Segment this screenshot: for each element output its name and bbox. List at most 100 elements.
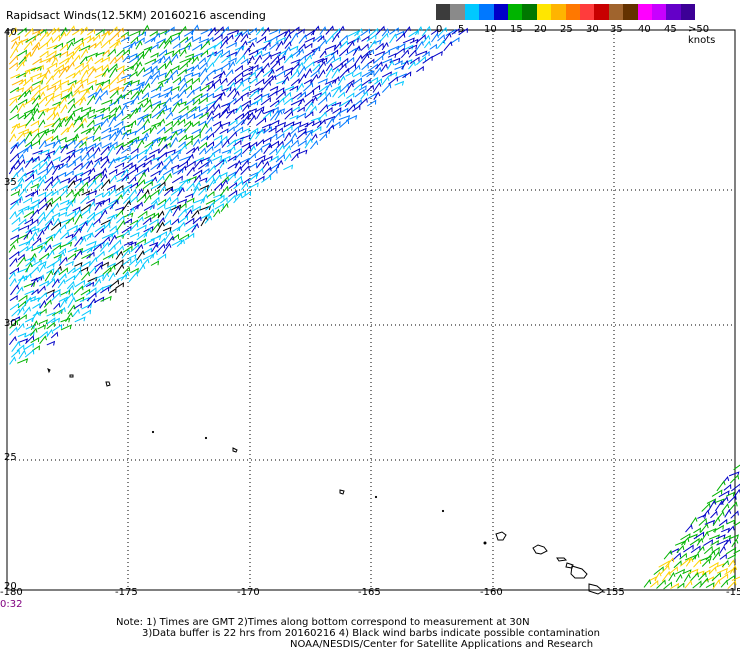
wind-barb [240,58,249,65]
wind-barb [39,156,50,164]
wind-barb [297,149,308,155]
wind-barb [128,167,139,175]
wind-barb [22,144,33,154]
wind-barb [107,184,116,191]
wind-barb [136,81,145,87]
wind-barb [710,510,718,519]
wind-barb [18,218,27,226]
wind-barb [137,97,149,105]
wind-barb [143,47,152,57]
wind-barb [79,56,88,65]
wind-barb [116,34,125,42]
wind-barb [211,112,221,120]
wind-barb [375,42,384,51]
wind-barb [296,91,307,100]
wind-barb [712,524,724,533]
island [105,381,111,387]
lon-label: -160 [480,587,503,598]
wind-barb [177,144,187,155]
wind-barb [67,103,76,114]
wind-barb [86,232,94,240]
wind-barb [283,144,292,155]
note-line-1: Note: 1) Times are GMT 2)Times along bot… [116,617,530,628]
wind-barb [53,42,64,50]
wind-barb [716,567,728,574]
wind-barb [136,231,147,241]
wind-barb [319,26,327,35]
wind-barb [53,64,64,72]
wind-barb [37,167,49,176]
wind-barb [269,163,280,171]
wind-barb [156,151,167,161]
wind-barb [121,173,129,182]
wind-barb [85,159,94,169]
wind-barb [9,335,17,346]
wind-barb [74,139,83,149]
wind-barb [149,124,157,134]
wind-barb [281,75,290,85]
wind-barb [64,170,74,177]
wind-barb [671,552,682,562]
wind-barb [304,61,315,70]
wind-barb [30,102,40,113]
wind-barb [171,149,182,156]
wind-barb [116,215,125,224]
wind-barb [79,181,89,191]
wind-barb [218,108,229,119]
wind-barb [275,159,284,170]
wind-barb [122,123,134,129]
wind-barb [144,36,156,44]
wind-barb [198,177,208,183]
wind-barb [17,306,25,316]
wind-barb [72,155,82,163]
wind-barb [108,250,118,259]
wind-barb [723,538,732,546]
wind-barb [100,173,108,182]
wind-barb [261,93,270,98]
wind-barb [151,103,161,113]
wind-barb [121,229,130,238]
wind-barb [51,27,60,35]
wind-barb [704,519,716,525]
wind-barb [240,40,248,49]
wind-barb [648,576,657,582]
island [483,541,487,545]
wind-barb [157,253,167,261]
wind-barb [134,201,143,210]
wind-barb [366,58,375,66]
wind-barb [373,91,381,100]
lon-label: -175 [115,587,138,598]
wind-barb [316,119,326,128]
wind-barb [113,259,124,267]
wind-barb [254,54,263,65]
wind-barb [337,25,345,35]
wind-barb [36,178,46,191]
wind-barb [347,30,360,37]
wind-barb [100,197,111,205]
wind-barb [143,203,155,212]
wind-barb [45,197,53,205]
wind-barb [95,28,105,36]
note-line-3: NOAA/NESDIS/Center for Satellite Applica… [290,639,594,650]
wind-barb [179,178,191,184]
wind-barb [80,175,91,183]
wind-barb [186,56,195,64]
wind-barb [268,126,277,133]
wind-barb [24,179,34,190]
wind-barb [60,317,71,323]
wind-barb [92,210,103,217]
wind-barb [57,278,66,289]
wind-barb [59,199,70,205]
wind-barb [9,97,18,107]
wind-barb [85,190,98,196]
wind-barb [200,193,209,204]
hawaiian-islands [47,368,604,595]
wind-barb [701,502,711,512]
wind-barb [254,147,263,155]
wind-barb [191,133,201,141]
wind-barb [247,152,256,162]
wind-barb [256,138,265,147]
wind-barb [193,181,202,192]
wind-barb [88,201,96,210]
wind-barb [123,218,133,225]
